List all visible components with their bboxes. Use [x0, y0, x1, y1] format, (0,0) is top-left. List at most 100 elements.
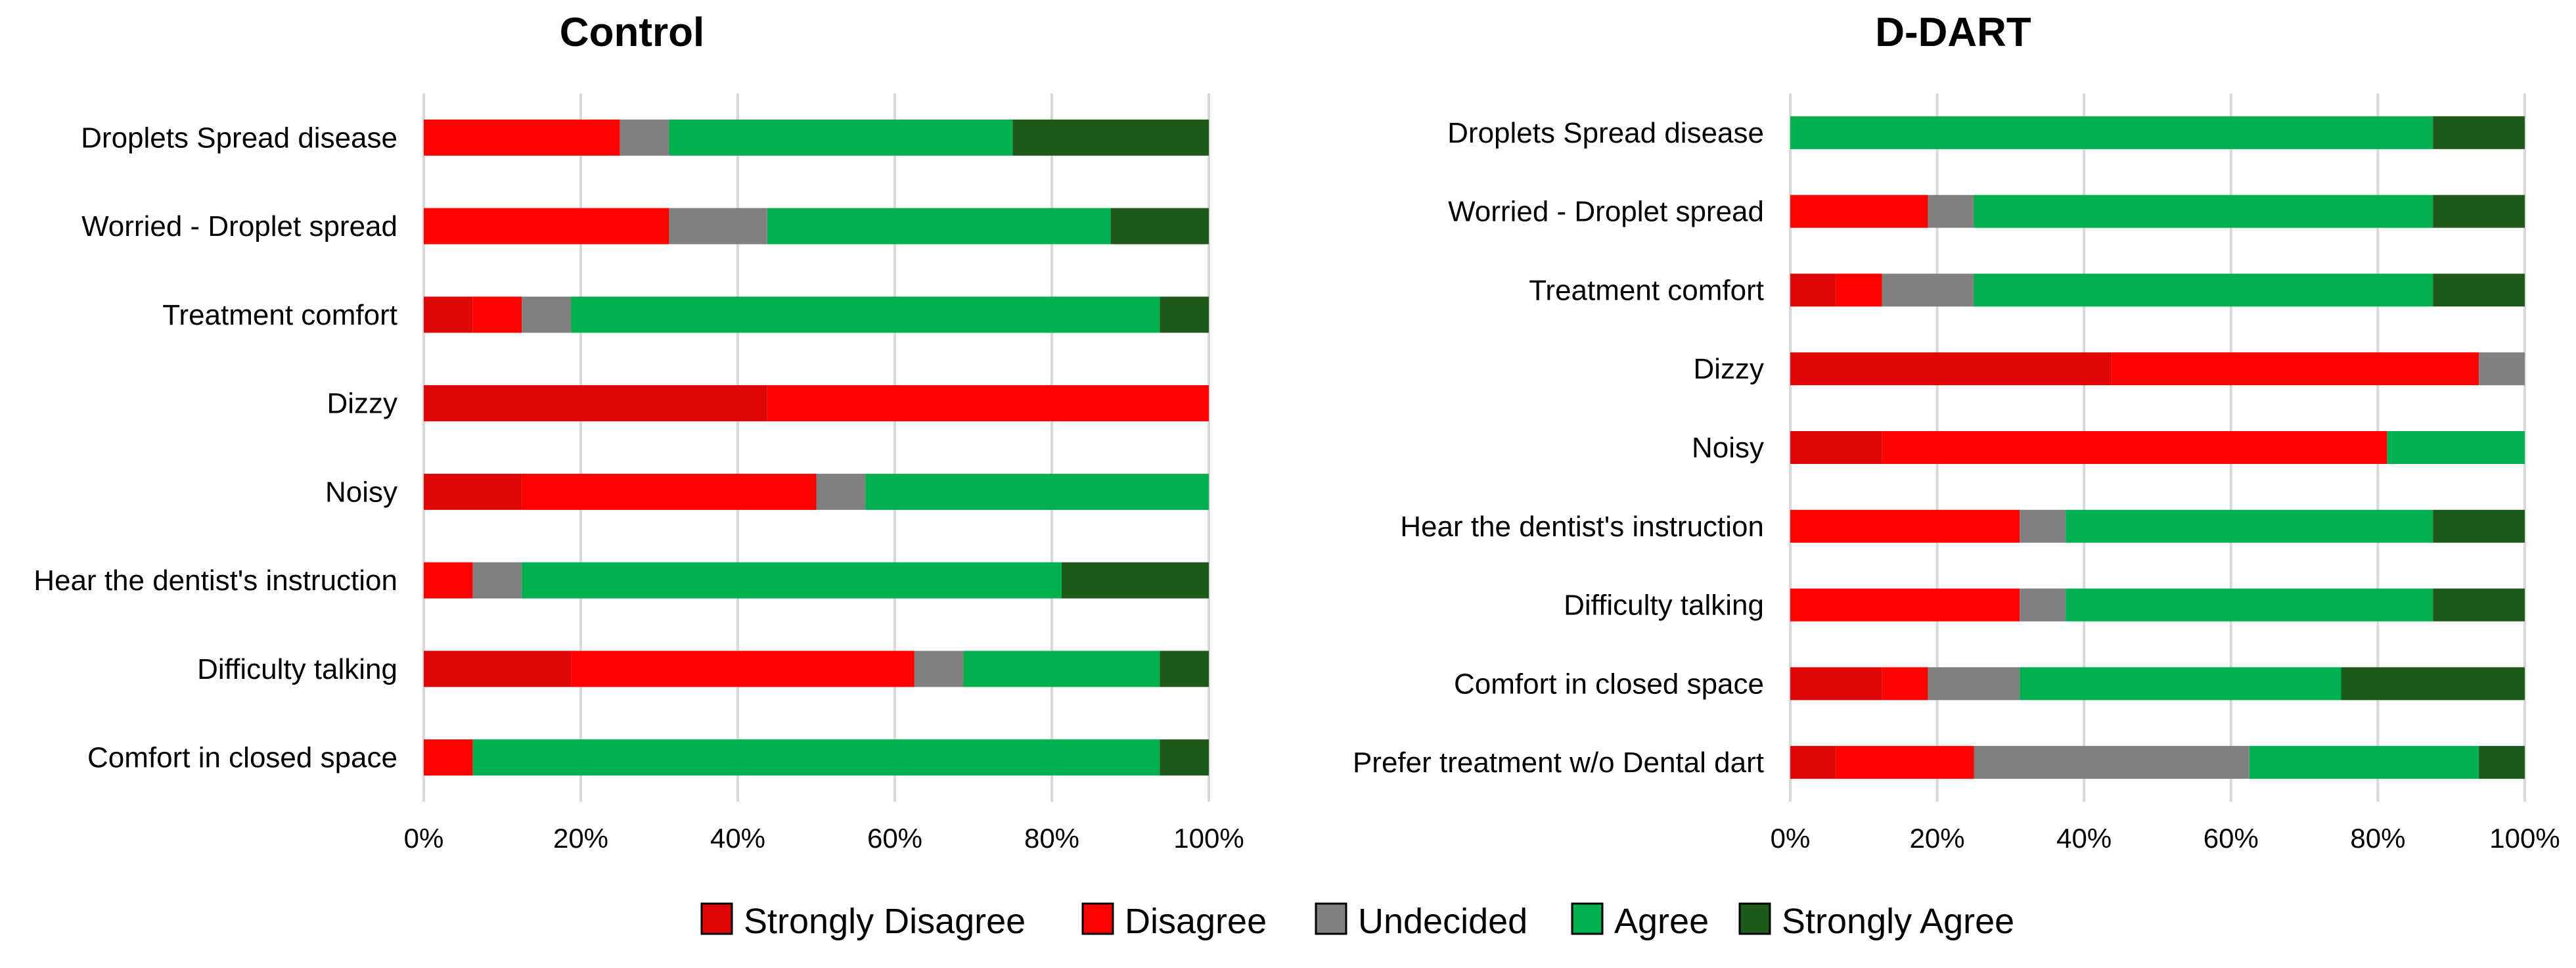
bar-segment [472, 562, 522, 599]
bar-segment [1882, 667, 1928, 701]
bar-segment [1928, 195, 1974, 228]
x-tick-label: 100% [2489, 823, 2560, 854]
category-label: Droplets Spread disease [81, 122, 397, 154]
bar-segment [669, 208, 767, 244]
bar-segment [424, 739, 473, 776]
bar-segment [816, 473, 866, 510]
category-label: Comfort in closed space [87, 742, 397, 774]
bar-segment [669, 119, 1013, 156]
category-label: Worried - Droplet spread [81, 210, 397, 242]
bar-segment [1974, 273, 2433, 307]
bar-segment [2066, 509, 2433, 543]
category-label: Comfort in closed space [1454, 668, 1764, 700]
bar-segment [1790, 273, 1836, 307]
bar-segment [2112, 352, 2479, 386]
bar-segment [620, 119, 669, 156]
x-tick-label: 20% [553, 823, 608, 854]
bar-segment [2020, 509, 2066, 543]
bar-segment [2479, 352, 2525, 386]
bar-segment [1110, 208, 1209, 244]
bar-segment [424, 296, 473, 333]
x-tick-label: 40% [710, 823, 765, 854]
bar-segment [865, 473, 1209, 510]
bar-segment [1790, 746, 1836, 779]
bar-segment [522, 473, 817, 510]
bar-segment [2433, 509, 2525, 543]
bar-segment [2479, 746, 2525, 779]
category-label: Dizzy [327, 388, 397, 420]
bar-segment [2433, 195, 2525, 228]
category-label: Treatment comfort [162, 299, 397, 331]
bar-segment [2341, 667, 2525, 701]
bar-segment [767, 385, 1209, 422]
bar-segment [1836, 273, 1882, 307]
category-label: Difficulty talking [197, 653, 397, 685]
bar-segment [522, 296, 572, 333]
category-label: Worried - Droplet spread [1448, 196, 1764, 228]
bar-segment [1836, 746, 1974, 779]
bar-segment [522, 562, 1062, 599]
category-label: Noisy [325, 476, 397, 508]
ddart-chart-title: D-DART [1875, 10, 2031, 55]
bar-segment [2249, 746, 2479, 779]
category-label: Prefer treatment w/o Dental dart [1353, 747, 1764, 779]
bar-segment [2020, 588, 2066, 622]
category-label: Difficulty talking [1564, 589, 1764, 622]
bar-segment [1790, 431, 1882, 464]
x-tick-label: 40% [2056, 823, 2112, 854]
bar-segment [2387, 431, 2525, 464]
bar-segment [571, 296, 1160, 333]
bar-segment [963, 651, 1160, 687]
bar-segment [472, 296, 522, 333]
legend-label: Strongly Disagree [744, 902, 1026, 941]
legend-label: Undecided [1358, 902, 1527, 941]
legend-label: Disagree [1125, 902, 1267, 941]
bar-segment [424, 208, 669, 244]
bar-segment [1974, 195, 2433, 228]
x-tick-label: 100% [1173, 823, 1244, 854]
bar-segment [2433, 273, 2525, 307]
bar-segment [424, 651, 572, 687]
x-tick-label: 80% [2350, 823, 2405, 854]
x-tick-label: 60% [867, 823, 922, 854]
bar-segment [1790, 509, 2020, 543]
bar-segment [1790, 195, 1928, 228]
bar-segment [424, 385, 767, 422]
x-tick-label: 0% [404, 823, 444, 854]
bar-segment [472, 739, 1160, 776]
category-label: Droplets Spread disease [1447, 117, 1764, 149]
bar-segment [1790, 116, 2433, 149]
category-label: Hear the dentist's instruction [34, 565, 397, 597]
bar-segment [1928, 667, 2020, 701]
chart-legend: Strongly Disagree Disagree Undecided Agree S… [700, 902, 2014, 941]
legend-label: Strongly Agree [1782, 902, 2014, 941]
bar-segment [424, 119, 620, 156]
bar-segment [767, 208, 1111, 244]
bar-segment [1882, 431, 2387, 464]
bar-segment [2020, 667, 2341, 701]
bar-segment [1160, 739, 1209, 776]
control-chart-panel: Control 0% 20% 40% 60% 80% 100% Droplets Sprea… [34, 10, 1244, 854]
bar-segment [1160, 296, 1209, 333]
category-label: Noisy [1692, 432, 1764, 464]
legend-label: Agree [1614, 902, 1709, 941]
category-label: Hear the dentist's instruction [1400, 511, 1764, 543]
bar-segment [1974, 746, 2249, 779]
bar-segment [424, 562, 473, 599]
bar-segment [1790, 588, 2020, 622]
legend-swatch [700, 902, 733, 935]
bar-segment [2433, 116, 2525, 149]
bar-segment [424, 473, 522, 510]
x-tick-label: 0% [1771, 823, 1811, 854]
bar-segment [1790, 667, 1882, 701]
bar-segment [2433, 588, 2525, 622]
bar-segment [1160, 651, 1209, 687]
x-tick-label: 80% [1024, 823, 1079, 854]
category-label: Dizzy [1693, 353, 1764, 385]
legend-swatch [1738, 902, 1771, 935]
legend-swatch [1081, 902, 1114, 935]
legend-swatch [1315, 902, 1347, 935]
bar-segment [914, 651, 964, 687]
bar-segment [1012, 119, 1209, 156]
